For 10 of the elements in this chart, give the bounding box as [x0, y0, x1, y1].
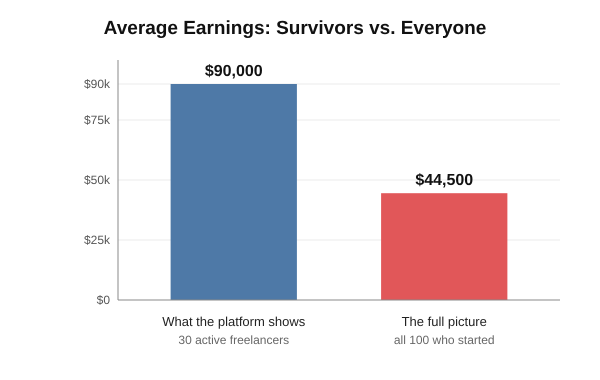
x-tick-label: The full picture all 100 who started [394, 314, 495, 347]
data-label: $90,000 [204, 63, 263, 80]
y-tick-label: $75k [84, 113, 111, 128]
y-tick-label: $0 [96, 293, 110, 308]
chart-title: Average Earnings: Survivors vs. Everyone [104, 18, 486, 39]
y-tick-label: $90k [84, 77, 111, 92]
y-tick-label: $25k [84, 233, 111, 248]
x-tick-label: What the platform shows 30 active freelancers [162, 314, 306, 347]
data-label: $44,500 [415, 172, 474, 190]
y-tick-label: $50k [84, 173, 111, 188]
